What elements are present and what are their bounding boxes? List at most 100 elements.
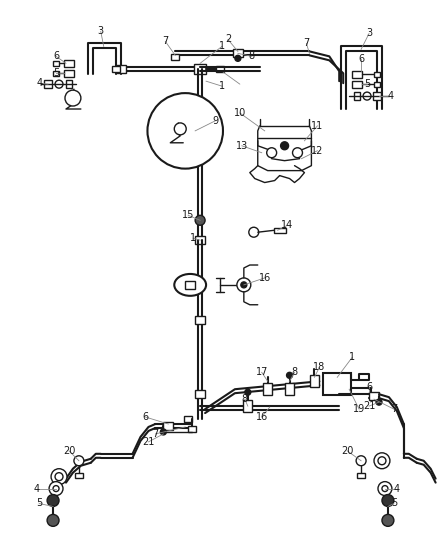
Circle shape (376, 399, 382, 405)
Circle shape (382, 514, 394, 527)
Bar (263, 383, 272, 395)
Text: 9: 9 (212, 116, 218, 126)
Text: 21: 21 (142, 437, 155, 447)
Ellipse shape (174, 274, 206, 296)
Text: 7: 7 (162, 36, 169, 46)
Text: 17: 17 (255, 367, 268, 377)
Bar (185, 281, 195, 289)
Bar (354, 92, 360, 100)
Text: 4: 4 (33, 483, 39, 494)
Text: 6: 6 (142, 412, 148, 422)
Circle shape (245, 389, 251, 395)
Text: 6: 6 (366, 382, 372, 392)
Bar (163, 422, 173, 430)
Text: 2: 2 (225, 35, 231, 44)
Bar (66, 80, 72, 88)
Bar (53, 61, 59, 66)
Text: 21: 21 (363, 401, 375, 411)
Text: 13: 13 (236, 141, 248, 151)
Circle shape (378, 457, 386, 465)
Circle shape (267, 148, 277, 158)
Bar (285, 383, 294, 395)
Circle shape (47, 514, 59, 527)
Text: 7: 7 (304, 38, 310, 49)
Bar (352, 71, 362, 78)
Circle shape (378, 482, 392, 496)
Bar (184, 416, 192, 422)
Text: 15: 15 (182, 211, 194, 220)
Text: 5: 5 (391, 498, 397, 508)
Circle shape (281, 142, 289, 150)
Text: 6: 6 (53, 51, 59, 61)
Bar (357, 473, 365, 478)
Bar (112, 66, 120, 72)
Text: 5: 5 (53, 68, 59, 78)
Bar (233, 50, 243, 58)
Bar (352, 80, 362, 87)
Bar (195, 236, 205, 244)
Bar (216, 66, 224, 72)
Circle shape (249, 227, 259, 237)
Circle shape (47, 495, 59, 506)
Bar (310, 375, 319, 387)
Bar (244, 400, 252, 412)
Circle shape (363, 92, 371, 100)
Circle shape (148, 93, 223, 168)
Text: 4: 4 (36, 78, 42, 88)
Bar (195, 390, 205, 398)
Text: 8: 8 (291, 367, 297, 377)
Text: 14: 14 (282, 220, 294, 230)
Circle shape (55, 473, 63, 481)
Text: 3: 3 (98, 27, 104, 36)
Circle shape (49, 482, 63, 496)
Text: 8: 8 (242, 394, 248, 404)
Circle shape (382, 486, 388, 491)
Circle shape (374, 453, 390, 469)
Bar (274, 228, 286, 233)
Circle shape (235, 55, 241, 61)
Text: 7: 7 (391, 404, 397, 414)
Circle shape (286, 373, 293, 378)
Bar (64, 60, 74, 67)
Bar (53, 71, 59, 76)
Text: 1: 1 (349, 352, 355, 362)
Circle shape (293, 148, 303, 158)
Bar (75, 473, 83, 478)
Bar (323, 373, 351, 395)
Text: 4: 4 (388, 91, 394, 101)
Bar (188, 426, 196, 432)
Circle shape (55, 80, 63, 88)
Bar (64, 70, 74, 77)
Circle shape (51, 469, 67, 484)
Text: 1: 1 (219, 81, 225, 91)
Text: 11: 11 (311, 121, 324, 131)
Text: 1: 1 (190, 233, 196, 243)
Bar (374, 82, 380, 87)
Circle shape (74, 456, 84, 466)
Text: 16: 16 (258, 273, 271, 283)
Text: 4: 4 (394, 483, 400, 494)
Text: 20: 20 (341, 446, 353, 456)
Circle shape (237, 278, 251, 292)
Text: 3: 3 (366, 28, 372, 38)
Bar (195, 316, 205, 324)
Text: 12: 12 (311, 146, 324, 156)
Circle shape (65, 90, 81, 106)
Bar (116, 65, 126, 73)
Text: 20: 20 (63, 446, 75, 456)
Text: 18: 18 (313, 362, 325, 373)
Circle shape (195, 215, 205, 225)
Text: 7: 7 (152, 429, 159, 439)
Bar (369, 392, 379, 400)
Bar (374, 72, 380, 77)
Circle shape (382, 495, 394, 506)
Circle shape (174, 123, 186, 135)
Circle shape (53, 486, 59, 491)
Bar (373, 92, 381, 100)
Bar (44, 80, 52, 88)
Text: 10: 10 (234, 108, 246, 118)
Text: 6: 6 (358, 54, 364, 64)
Bar (171, 54, 179, 60)
Text: 19: 19 (353, 404, 365, 414)
Bar (194, 64, 206, 74)
